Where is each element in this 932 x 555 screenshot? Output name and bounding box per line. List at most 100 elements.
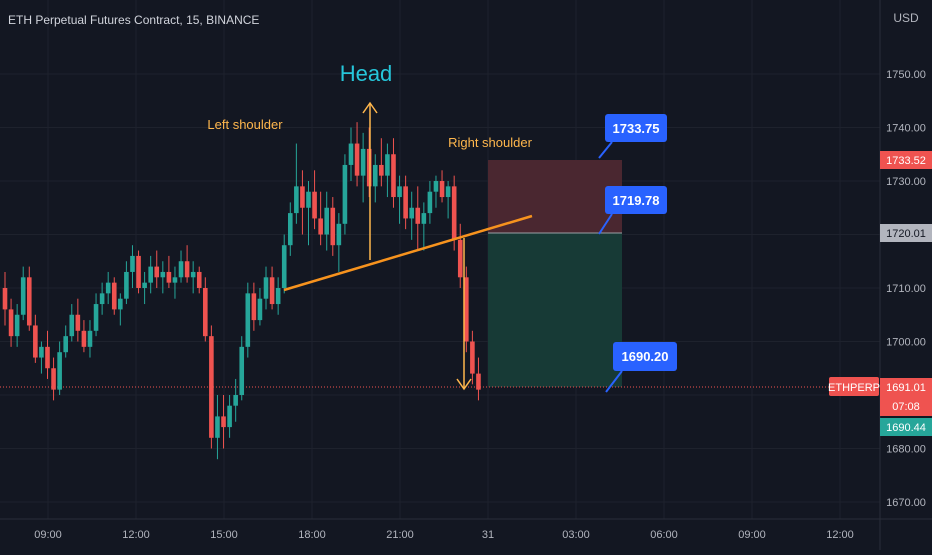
candle (366, 127, 372, 198)
candle (439, 170, 445, 203)
candle-body (14, 314, 20, 337)
candle (397, 175, 402, 224)
candle (409, 191, 414, 240)
candle-body (403, 186, 408, 219)
take-profit-zone[interactable] (488, 233, 622, 387)
candle-body (63, 336, 68, 353)
candle-body (427, 191, 433, 214)
candle-body (2, 288, 8, 310)
candle (184, 245, 190, 283)
stop-price-text: 1733.52 (886, 155, 926, 167)
time-tick-label: 31 (482, 529, 494, 541)
candle (221, 395, 226, 449)
candle-body (421, 213, 427, 224)
candle-body (45, 346, 50, 369)
candle-body (251, 293, 257, 321)
price-tick-label: 1740.00 (886, 123, 926, 135)
candle-body (33, 325, 38, 358)
candle-body (372, 164, 378, 187)
candle (99, 282, 105, 315)
time-tick-label: 12:00 (826, 529, 854, 541)
candle (403, 175, 408, 230)
candle (172, 266, 178, 299)
symbol-tag[interactable]: ETHPERP (828, 377, 880, 396)
candle (294, 143, 299, 224)
entry-price-text: 1720.01 (886, 228, 926, 240)
candle-body (233, 395, 238, 406)
candle-body (391, 154, 396, 198)
candle-body (239, 346, 245, 395)
candle (196, 266, 202, 294)
candle-body (203, 288, 208, 337)
candle (354, 122, 360, 187)
candle (136, 250, 141, 294)
candle (391, 138, 396, 208)
candle-body (312, 191, 317, 219)
callout-target-label: 1690.20 (622, 349, 669, 364)
symbol-title[interactable]: ETH Perpetual Futures Contract, 15, BINA… (8, 13, 259, 27)
candle (245, 282, 251, 358)
candle (427, 181, 433, 224)
time-axis[interactable]: 09:00 12:00 15:00 18:00 21:00 31 03:00 06:00 09:… (34, 529, 854, 541)
candle (433, 175, 439, 208)
candle-body (366, 148, 372, 187)
candle (281, 234, 287, 294)
price-tick-label: 1710.00 (886, 283, 926, 295)
candle-body (263, 277, 269, 299)
candle-body (342, 164, 348, 224)
candle (51, 357, 56, 401)
candle-body (160, 271, 166, 278)
candle (312, 170, 317, 230)
candle-body (130, 255, 135, 272)
time-tick-label: 15:00 (210, 529, 238, 541)
time-tick-label: 09:00 (34, 529, 62, 541)
symbol-tag-text: ETHPERP (828, 382, 880, 394)
price-tick-label: 1730.00 (886, 176, 926, 188)
candle-body (245, 293, 251, 347)
candle-body (26, 277, 32, 326)
candle (75, 298, 81, 342)
target-price-badge: 1690.44 (880, 418, 932, 436)
arrow-up-icon (362, 101, 378, 114)
candle (464, 266, 469, 353)
candle (324, 191, 330, 251)
candle (385, 143, 390, 198)
candle (111, 277, 117, 315)
candles (2, 122, 481, 460)
candle-body (415, 207, 421, 224)
candle-body (439, 181, 445, 198)
candle-body (300, 186, 305, 208)
candle-body (154, 266, 160, 278)
candle (160, 261, 166, 294)
candle (227, 395, 232, 438)
candle (215, 395, 220, 460)
candle-body (336, 223, 342, 246)
candle-body (306, 191, 311, 208)
candle-body (360, 148, 366, 176)
candle (415, 186, 421, 251)
candle-body (75, 314, 81, 331)
callout-stop[interactable]: 1733.75 (598, 114, 667, 159)
candle-body (457, 239, 463, 278)
candle-body (445, 186, 451, 198)
callout-entry[interactable]: 1719.78 (598, 186, 667, 235)
callout-entry-label: 1719.78 (613, 193, 660, 208)
last-price-badge: 1691.01 07:08 (880, 378, 932, 416)
candle (251, 282, 257, 331)
candle-body (87, 330, 93, 347)
candle-body (470, 341, 475, 374)
left-shoulder-label: Left shoulder (207, 117, 283, 132)
callout-target[interactable]: 1690.20 (605, 342, 677, 393)
candle-body (20, 277, 26, 315)
neckline[interactable] (283, 214, 533, 292)
candle-body (69, 314, 75, 337)
currency-label[interactable]: USD (893, 11, 919, 25)
time-tick-label: 09:00 (738, 529, 766, 541)
stop-loss-zone[interactable] (488, 160, 622, 233)
candle (476, 357, 481, 401)
candle (178, 250, 184, 283)
price-tick-label: 1680.00 (886, 444, 926, 456)
candle (166, 255, 172, 288)
candle (130, 245, 135, 288)
